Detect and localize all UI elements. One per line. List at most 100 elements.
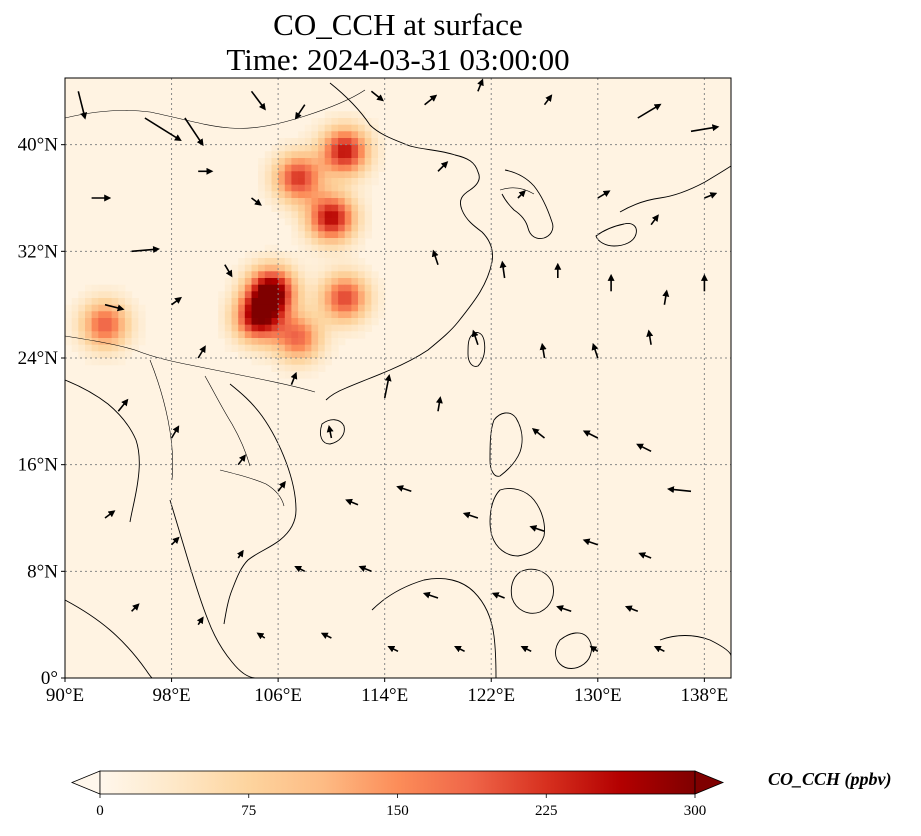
field-cell (258, 171, 266, 179)
field-cell (85, 324, 93, 332)
field-cell (264, 324, 273, 332)
field-cell (311, 138, 319, 146)
field-cell (298, 131, 306, 139)
field-cell (85, 344, 93, 352)
field-cell (351, 124, 359, 132)
field-cell (311, 351, 319, 359)
field-cell (351, 111, 359, 119)
field-cell (331, 244, 339, 252)
field-cell (311, 344, 319, 352)
field-cell (278, 158, 286, 166)
field-cell (298, 344, 306, 352)
field-cell (358, 151, 366, 159)
field-cell (298, 264, 306, 272)
field-cell (251, 284, 259, 292)
field-cell (278, 171, 286, 179)
field-cell (298, 204, 306, 212)
field-cell (238, 278, 246, 286)
country-borders (65, 89, 535, 507)
field-cell (264, 304, 273, 312)
field-cell (331, 131, 339, 139)
field-cell (311, 284, 319, 292)
field-cell (111, 291, 119, 299)
field-cell (231, 278, 239, 286)
field-cell (218, 324, 226, 332)
field-cell (311, 371, 319, 379)
field-cell (258, 318, 266, 326)
field-cell (284, 151, 293, 159)
field-cell (298, 178, 306, 186)
field-cell (118, 324, 126, 332)
field-cell (278, 331, 286, 339)
field-cell (244, 278, 253, 286)
field-cell (364, 324, 372, 332)
field-cell (291, 258, 299, 266)
field-cell (331, 251, 339, 259)
field-cell (271, 291, 279, 299)
field-cell (278, 344, 286, 352)
field-cell (138, 331, 146, 339)
field-cell (338, 178, 346, 186)
field-cell (238, 351, 246, 359)
field-cell (271, 311, 279, 319)
field-cell (271, 251, 279, 259)
field-cell (278, 191, 286, 199)
field-cell (238, 291, 246, 299)
field-cell (244, 338, 253, 346)
field-cell (304, 204, 313, 212)
field-cell (311, 184, 319, 192)
field-cell (371, 291, 379, 299)
wind-arrow (277, 480, 286, 492)
wind-arrow (144, 117, 182, 142)
field-cell (351, 184, 359, 192)
field-cell (318, 358, 326, 366)
field-cell (65, 324, 73, 332)
field-cell (331, 218, 339, 226)
field-cell (304, 324, 313, 332)
field-cell (311, 204, 319, 212)
field-cell (364, 178, 372, 186)
field-cell (71, 318, 79, 326)
field-cell (358, 171, 366, 179)
field-cell (304, 171, 313, 179)
field-cell (98, 298, 106, 306)
wind-arrow (171, 536, 180, 546)
field-cell (304, 218, 313, 226)
field-cell (364, 218, 372, 226)
field-cell (324, 358, 332, 366)
field-cell (105, 318, 113, 326)
field-cell (358, 318, 366, 326)
field-cell (358, 311, 366, 319)
field-cell (131, 311, 139, 319)
field-cell (264, 284, 273, 292)
field-cell (278, 198, 286, 206)
field-cell (251, 278, 259, 286)
field-cell (304, 291, 313, 299)
field-cell (271, 151, 279, 159)
field-cell (324, 251, 332, 259)
field-cell (291, 324, 299, 332)
wind-arrow (370, 90, 384, 102)
field-cell (224, 324, 233, 332)
field-cell (298, 224, 306, 232)
field-cell (304, 164, 313, 172)
field-cell (291, 158, 299, 166)
field-cell (351, 271, 359, 279)
field-cell (291, 184, 299, 192)
field-cell (278, 351, 286, 359)
field-cell (271, 338, 279, 346)
wind-arrow (591, 342, 599, 359)
field-cell (278, 184, 286, 192)
wind-arrow (250, 90, 266, 111)
field-cell (304, 238, 313, 246)
field-cell (351, 311, 359, 319)
x-tick-label: 122°E (467, 685, 515, 706)
field-cell (284, 351, 293, 359)
field-cell (264, 358, 273, 366)
field-cell (271, 324, 279, 332)
field-cell (371, 278, 379, 286)
field-cell (264, 158, 273, 166)
field-cell (344, 211, 352, 219)
field-cell (304, 124, 313, 132)
field-cell (331, 271, 339, 279)
